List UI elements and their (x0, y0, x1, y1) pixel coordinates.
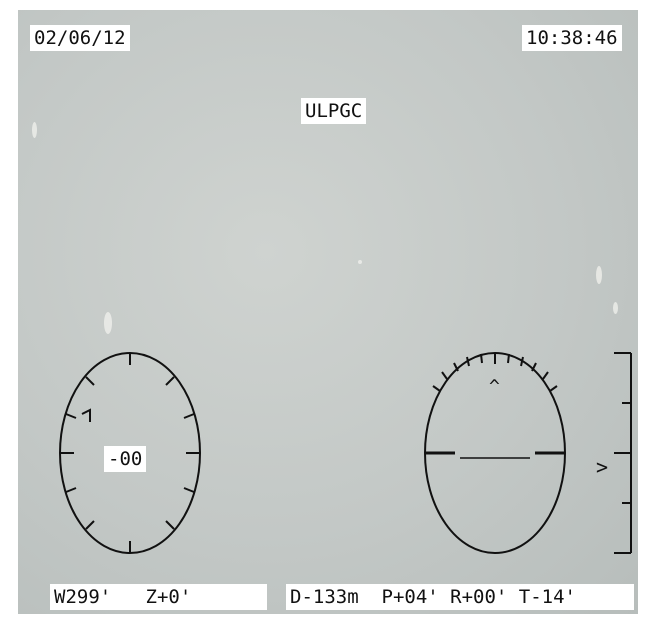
particle-speck (32, 122, 37, 138)
hud-graphics: ^ > (59, 352, 632, 554)
station-label: ULPGC (301, 98, 367, 124)
compass-dial (59, 352, 201, 554)
pitch-marker: ^ (489, 376, 500, 397)
telemetry-readout: D-133m P+04' R+00' T-14' (286, 584, 634, 610)
particle-speck (613, 302, 618, 314)
pitch-scale-ticks (432, 353, 558, 392)
particle-speck (104, 312, 112, 334)
heading-needle (81, 408, 91, 422)
compass-ticks (60, 353, 200, 553)
particle-speck (358, 260, 362, 264)
particle-speck (596, 266, 602, 284)
heading-readout: W299' Z+0' (50, 584, 267, 610)
depth-marker: > (596, 455, 608, 479)
depth-scale (614, 352, 632, 554)
date-label: 02/06/12 (30, 25, 130, 51)
time-label: 10:38:46 (522, 25, 622, 51)
compass-readout: -00 (104, 446, 147, 472)
camera-view: 02/06/12 10:38:46 ULPGC -00 W299' Z+0' D… (18, 10, 638, 614)
